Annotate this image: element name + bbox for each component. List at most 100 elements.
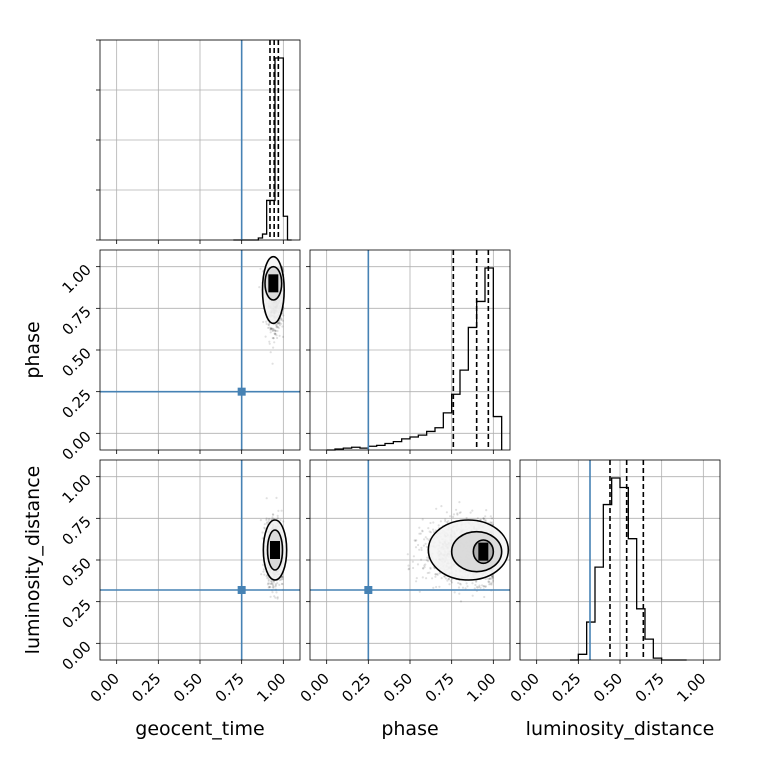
sample-point: [270, 580, 273, 583]
sample-point: [281, 577, 284, 581]
sample-point: [484, 519, 487, 522]
sample-point: [432, 530, 435, 534]
sample-point: [275, 591, 278, 594]
sample-point: [259, 267, 262, 270]
sample-point: [262, 320, 265, 324]
sample-point: [282, 314, 285, 317]
sample-point: [445, 511, 448, 514]
sample-point: [443, 575, 446, 578]
sample-point: [449, 579, 452, 582]
sample-point: [407, 568, 410, 571]
sample-point: [414, 539, 417, 543]
sample-point: [263, 573, 266, 576]
sample-point: [275, 496, 278, 499]
sample-point: [426, 571, 429, 575]
sample-point: [268, 342, 271, 345]
sample-point: [421, 567, 425, 570]
sample-point: [274, 596, 277, 599]
sample-point: [276, 514, 279, 518]
truth-marker: [237, 387, 246, 396]
sample-point: [274, 329, 277, 332]
sample-point: [271, 329, 274, 332]
sample-point: [266, 577, 269, 580]
sample-point: [269, 331, 272, 334]
sample-point: [274, 329, 277, 332]
sample-point: [484, 577, 487, 581]
sample-point: [429, 566, 432, 569]
sample-point: [274, 585, 277, 588]
sample-point: [489, 577, 492, 580]
sample-point: [438, 572, 441, 575]
sample-point: [406, 553, 409, 556]
sample-point: [479, 586, 482, 590]
panels: 0.00 0.25 0.50 0.75 1.000.000.250.500.751.00…: [58, 39, 721, 706]
panel-luminosity_distance-luminosity_distance: 0.00 0.25 0.50 0.75 1.00: [507, 459, 721, 706]
sample-point: [435, 507, 438, 510]
sample-point: [452, 513, 456, 516]
sample-point: [265, 517, 268, 520]
sample-point: [276, 582, 279, 585]
sample-point: [269, 586, 272, 589]
sample-point: [443, 575, 446, 578]
sample-point: [263, 526, 266, 529]
sample-point: [267, 323, 271, 326]
sample-point: [449, 515, 452, 518]
sample-point: [274, 329, 277, 333]
sample-point: [280, 317, 283, 320]
sample-point: [458, 592, 461, 595]
sample-point: [461, 586, 465, 589]
sample-point: [278, 322, 281, 325]
sample-point: [281, 583, 284, 586]
sample-point: [489, 583, 492, 586]
sample-point: [484, 515, 487, 518]
sample-point: [429, 521, 432, 525]
sample-point: [484, 585, 487, 589]
sample-point: [421, 518, 424, 521]
sample-point: [435, 585, 438, 589]
sample-point: [260, 573, 263, 576]
sample-point: [459, 600, 463, 603]
sample-point: [434, 573, 437, 576]
sample-point: [483, 595, 486, 599]
xlabel-phase: phase: [381, 718, 438, 740]
sample-point: [269, 582, 272, 586]
sample-point: [476, 517, 479, 520]
sample-point: [263, 527, 266, 530]
sample-point: [270, 327, 273, 330]
sample-point: [265, 320, 268, 323]
sample-point: [268, 582, 271, 585]
sample-point: [266, 583, 269, 586]
sample-point: [482, 517, 485, 520]
sample-point: [271, 586, 274, 589]
sample-point: [280, 322, 283, 325]
sample-point: [420, 546, 423, 550]
sample-point: [273, 332, 276, 335]
sample-point: [444, 577, 447, 580]
sample-point: [481, 584, 484, 587]
sample-point: [413, 539, 416, 542]
sample-point: [421, 530, 424, 533]
sample-point: [418, 590, 421, 593]
ylabel-phase: phase: [22, 321, 44, 378]
sample-point: [262, 568, 265, 571]
sample-point: [432, 528, 435, 531]
sample-point: [272, 337, 275, 340]
sample-point: [488, 583, 491, 586]
sample-point: [277, 509, 280, 512]
sample-point: [424, 542, 427, 545]
sample-point: [278, 322, 281, 325]
sample-point: [280, 318, 283, 321]
sample-point: [273, 332, 277, 335]
sample-point: [444, 518, 447, 521]
sample-point: [269, 327, 273, 330]
sample-point: [276, 322, 280, 325]
sample-point: [271, 327, 274, 330]
sample-point: [277, 326, 280, 330]
sample-point: [484, 585, 487, 588]
sample-point: [491, 579, 495, 582]
sample-point: [278, 324, 281, 327]
sample-point: [447, 578, 450, 581]
sample-point: [272, 329, 276, 332]
sample-point: [269, 351, 272, 354]
